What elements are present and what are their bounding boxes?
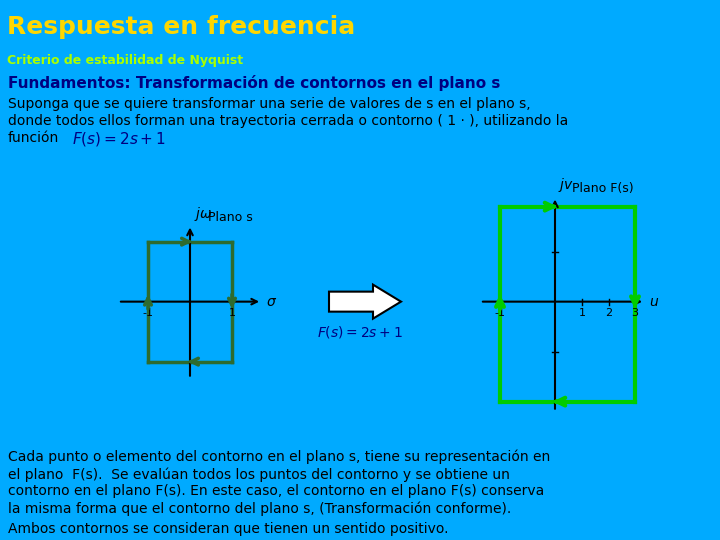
Text: $j\omega$: $j\omega$ <box>194 205 212 222</box>
Text: Plano s: Plano s <box>208 211 253 224</box>
Text: donde todos ellos forman una trayectoria cerrada o contorno ( 1 · ), utilizando : donde todos ellos forman una trayectoria… <box>8 114 568 129</box>
Text: Ambos contornos se consideran que tienen un sentido positivo.: Ambos contornos se consideran que tienen… <box>8 522 449 536</box>
Text: $\sigma$: $\sigma$ <box>266 295 277 309</box>
Text: $jv$: $jv$ <box>558 176 574 194</box>
Text: la misma forma que el contorno del plano s, (Transformación conforme).: la misma forma que el contorno del plano… <box>8 501 511 516</box>
Text: $u$: $u$ <box>649 295 660 309</box>
Text: Plano F(s): Plano F(s) <box>572 181 634 194</box>
Text: $F(s)=2s+1$: $F(s)=2s+1$ <box>72 130 166 148</box>
Text: 2: 2 <box>606 308 613 318</box>
Text: 3: 3 <box>631 308 639 318</box>
Text: contorno en el plano F(s). En este caso, el contorno en el plano F(s) conserva: contorno en el plano F(s). En este caso,… <box>8 484 544 498</box>
Text: Suponga que se quiere transformar una serie de valores de s en el plano s,: Suponga que se quiere transformar una se… <box>8 97 531 111</box>
Text: Cada punto o elemento del contorno en el plano s, tiene su representación en: Cada punto o elemento del contorno en el… <box>8 450 550 464</box>
Text: Criterio de estabilidad de Nyquist: Criterio de estabilidad de Nyquist <box>7 54 243 67</box>
Text: $F(s)=2s+1$: $F(s)=2s+1$ <box>317 323 403 340</box>
Text: función: función <box>8 131 59 145</box>
Text: -1: -1 <box>495 308 505 318</box>
Polygon shape <box>329 285 401 319</box>
Text: 1: 1 <box>578 308 585 318</box>
Text: 1: 1 <box>228 308 235 318</box>
Text: -1: -1 <box>143 308 153 318</box>
Text: el plano  F(s).  Se evalúan todos los puntos del contorno y se obtiene un: el plano F(s). Se evalúan todos los punt… <box>8 467 510 482</box>
Text: Fundamentos: Transformación de contornos en el plano s: Fundamentos: Transformación de contornos… <box>8 75 500 91</box>
Text: Respuesta en frecuencia: Respuesta en frecuencia <box>7 15 356 39</box>
